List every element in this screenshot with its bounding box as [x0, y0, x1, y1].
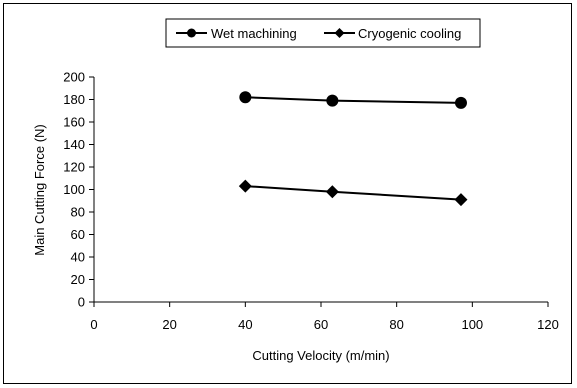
y-tick-label: 120: [63, 160, 85, 175]
y-tick-label: 200: [63, 70, 85, 85]
x-tick-label: 80: [389, 317, 403, 332]
y-tick-label: 40: [71, 250, 85, 265]
legend-box: [165, 18, 481, 48]
y-tick-label: 20: [71, 272, 85, 287]
x-tick-label: 120: [537, 317, 559, 332]
y-tick-label: 100: [63, 182, 85, 197]
legend-label-wet: Wet machining: [211, 26, 297, 41]
x-tick-label: 60: [314, 317, 328, 332]
data-point-wet-machining: [326, 94, 339, 107]
y-tick-label: 160: [63, 115, 85, 130]
x-tick-label: 100: [461, 317, 483, 332]
data-point-cryogenic-cooling: [325, 185, 339, 199]
x-tick-label: 20: [162, 317, 176, 332]
data-point-wet-machining: [454, 96, 467, 109]
y-tick-label: 180: [63, 92, 85, 107]
x-tick-label: 0: [90, 317, 97, 332]
legend-marker-cryo: [334, 28, 345, 38]
x-tick-label: 40: [238, 317, 252, 332]
series-line-cryogenic-cooling: [245, 185, 462, 201]
series-layer: [238, 91, 468, 207]
y-tick-label: 80: [71, 205, 85, 220]
y-tick-label: 0: [78, 295, 85, 310]
x-axis-title: Cutting Velocity (m/min): [252, 348, 389, 363]
y-tick-label: 60: [71, 227, 85, 242]
data-point-cryogenic-cooling: [238, 179, 252, 193]
legend-marker-wet: [187, 28, 196, 38]
chart-frame: [3, 3, 572, 384]
data-point-cryogenic-cooling: [454, 193, 468, 207]
legend-label-cryo: Cryogenic cooling: [358, 26, 461, 41]
y-ticks: 0 20 40 60 80 100 120 140 160 180 200: [63, 70, 94, 310]
x-ticks: 0 20 40 60 80 100 120: [90, 302, 559, 332]
y-tick-label: 140: [63, 137, 85, 152]
data-point-wet-machining: [239, 91, 252, 104]
y-axis-title: Main Cutting Force (N): [32, 124, 47, 255]
series-line-wet-machining: [245, 96, 462, 104]
